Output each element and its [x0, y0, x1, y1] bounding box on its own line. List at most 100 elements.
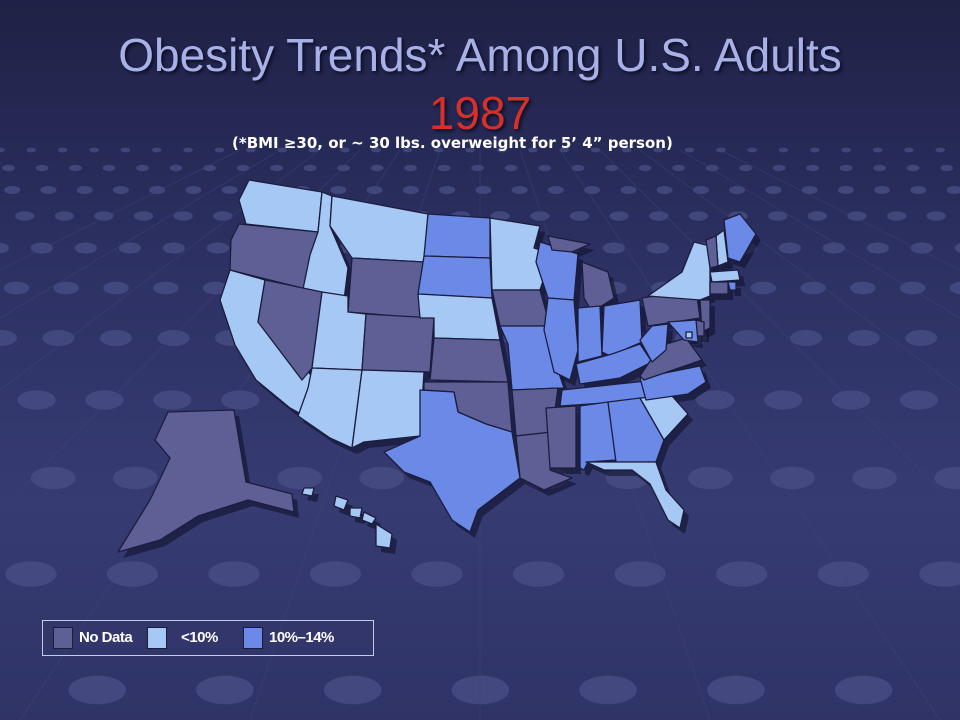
grid-dot	[103, 281, 129, 295]
grid-dot	[30, 242, 53, 254]
grid-dot	[614, 561, 666, 587]
grid-dot	[94, 211, 114, 221]
grid-dot	[309, 561, 362, 587]
state-ak	[117, 409, 295, 553]
state-ms	[545, 405, 577, 469]
grid-dot	[0, 330, 17, 346]
grid-dot	[831, 390, 871, 410]
grid-dot	[89, 147, 99, 153]
grid-dot	[906, 164, 920, 172]
grid-dot	[620, 186, 637, 194]
grid-dot	[214, 147, 225, 153]
grid-dot	[15, 211, 35, 221]
grid-dot	[120, 147, 131, 153]
grid-dot	[136, 164, 149, 172]
grid-dot	[926, 211, 946, 221]
grid-dot	[277, 466, 322, 490]
grid-dot	[866, 242, 889, 254]
legend-swatch-no-data	[53, 627, 73, 649]
grid-dot	[873, 164, 886, 172]
grid-dot	[3, 281, 30, 295]
legend-swatch-lt10	[147, 627, 167, 649]
grid-dot	[590, 147, 601, 153]
grid-dot	[946, 186, 960, 194]
grid-line	[0, 149, 241, 271]
grid-dot	[887, 211, 907, 221]
grid-dot	[112, 466, 158, 490]
grid-dot	[747, 147, 757, 153]
grid-dot	[834, 675, 893, 705]
grid-dot	[764, 390, 803, 410]
grid-dot	[30, 466, 76, 490]
grid-dot	[99, 330, 132, 346]
grid-dot	[196, 675, 254, 705]
state-co	[361, 313, 435, 373]
grid-line	[0, 149, 281, 319]
grid-dot	[874, 186, 891, 194]
grid-dot	[465, 147, 475, 153]
grid-dot	[772, 164, 786, 172]
grid-line	[679, 149, 960, 319]
grid-dot	[221, 186, 238, 194]
state-vt	[705, 235, 719, 269]
grid-dot	[899, 281, 926, 295]
grid-dot	[162, 242, 185, 254]
state-sd	[417, 255, 493, 299]
grid-dot	[74, 242, 98, 254]
state-ny	[647, 241, 711, 301]
grid-dot	[17, 390, 56, 410]
grid-dot	[308, 147, 319, 153]
grid-dot	[872, 147, 883, 153]
grid-dot	[26, 147, 37, 153]
state-ks	[429, 337, 509, 383]
state-wy	[347, 257, 425, 319]
state-ma	[709, 269, 741, 283]
grid-dot	[5, 561, 57, 587]
state-in	[577, 305, 603, 363]
state-ia	[491, 289, 551, 327]
grid-dot	[806, 164, 819, 172]
grid-dot	[437, 164, 451, 172]
grid-dot	[106, 561, 158, 587]
grid-dot	[2, 164, 15, 172]
grid-dot	[934, 466, 960, 490]
grid-dot	[910, 242, 933, 254]
grid-dot	[905, 330, 938, 346]
grid-dot	[837, 186, 854, 194]
grid-dot	[371, 147, 381, 153]
grid-dot	[402, 147, 413, 153]
grid-dot	[206, 242, 229, 254]
state-mt	[329, 195, 429, 263]
state-ga	[607, 397, 665, 463]
grid-dot	[569, 211, 590, 221]
grid-dot	[839, 164, 853, 172]
state-wa	[238, 179, 323, 233]
grid-dot	[35, 164, 49, 172]
grid-dot	[940, 164, 954, 172]
legend-label-lt10: <10%	[181, 629, 218, 646]
grid-dot	[330, 186, 347, 194]
grid-dot	[765, 186, 782, 194]
grid-dot	[185, 186, 202, 194]
grid-dot	[208, 561, 260, 587]
grid-dot	[847, 211, 867, 221]
grid-dot	[684, 147, 695, 153]
grid-dot	[750, 281, 776, 295]
grid-dot	[622, 147, 632, 153]
grid-dot	[213, 211, 233, 221]
grid-dot	[504, 164, 518, 172]
grid-dot	[183, 147, 193, 153]
grid-dot	[359, 466, 405, 490]
slide-title: Obesity Trends* Among U.S. Adults	[118, 29, 842, 81]
grid-dot	[402, 186, 419, 194]
grid-dot	[85, 390, 124, 410]
slide-year: 1987	[428, 87, 532, 139]
legend-label-10-14: 10%–14%	[269, 629, 334, 646]
grid-dot	[707, 675, 765, 705]
grid-dot	[173, 211, 193, 221]
grid-dot	[370, 164, 384, 172]
grid-dot	[768, 211, 788, 221]
grid-dot	[949, 281, 960, 295]
